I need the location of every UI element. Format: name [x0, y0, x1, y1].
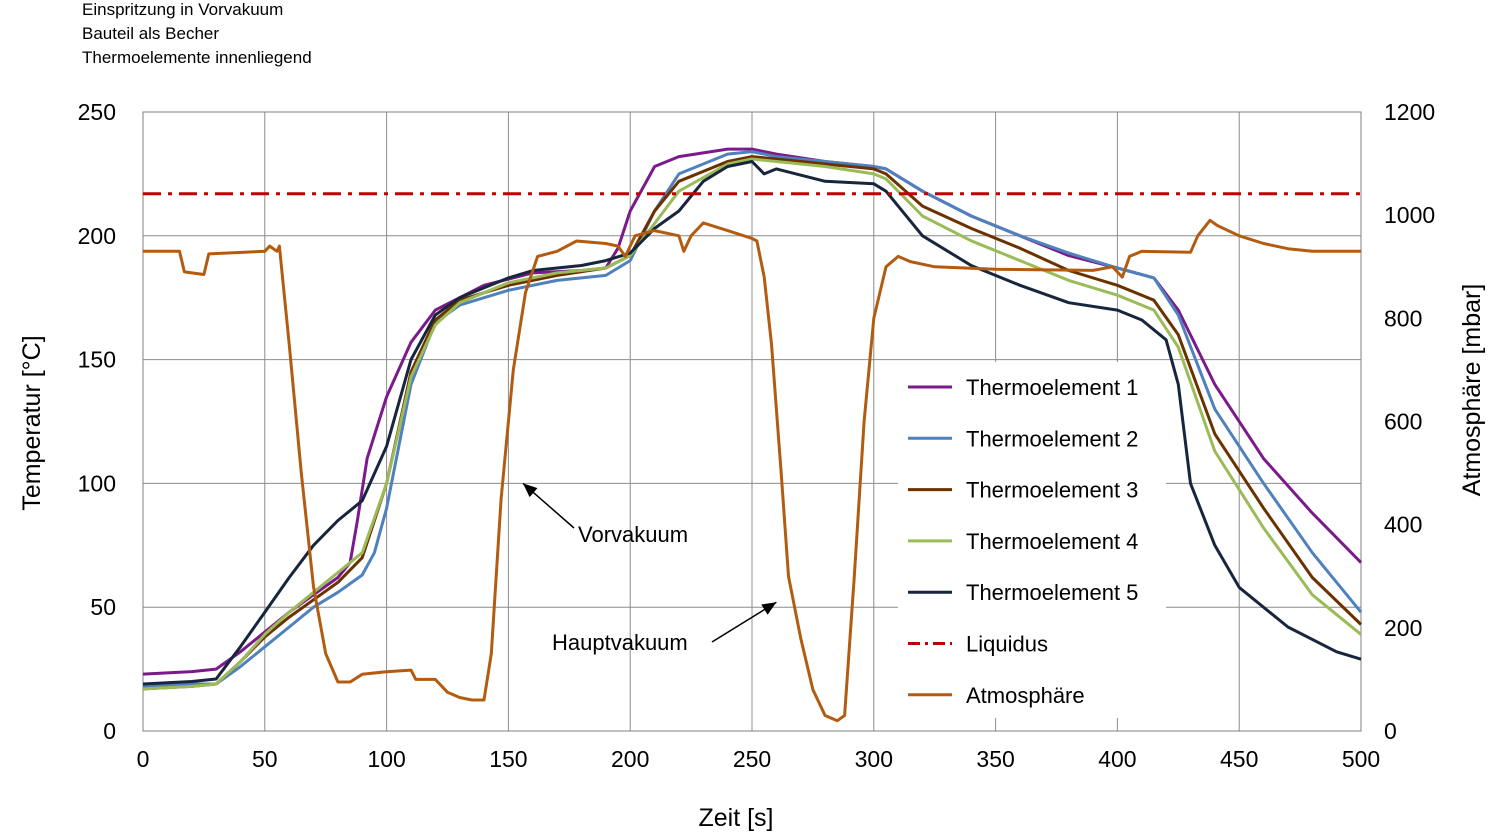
annotation-arrowhead-2 — [761, 602, 777, 615]
y-tick-label: 100 — [78, 470, 116, 496]
y-tick-label: 50 — [90, 594, 116, 620]
series-line-3 — [142, 155, 1363, 691]
y-tick-label: 250 — [78, 99, 116, 125]
y2-tick-label: 1000 — [1384, 202, 1435, 228]
legend-label-4: Thermoelement 4 — [966, 529, 1138, 554]
legend-label-7: Atmosphäre — [966, 683, 1085, 708]
annotations: Vorvakuum Hauptvakuum — [522, 482, 777, 655]
series-line-4 — [142, 157, 1362, 691]
x-tick-label: 50 — [252, 746, 278, 772]
x-tick-label: 350 — [976, 746, 1014, 772]
legend: Thermoelement 1 Thermoelement 2 Thermoelem… — [908, 375, 1138, 708]
x-axis-title: Zeit [s] — [698, 804, 773, 832]
legend-label-6: Liquidus — [966, 632, 1048, 657]
y2-tick-label: 800 — [1384, 305, 1422, 331]
ticks: 0 50 100 150 200 250 300 350 400 450 5000501001502… — [78, 99, 1436, 772]
y2-tick-label: 1200 — [1384, 99, 1435, 125]
x-tick-label: 100 — [367, 746, 405, 772]
annotation-label-1: Vorvakuum — [578, 522, 688, 547]
y-tick-label: 200 — [78, 223, 116, 249]
x-tick-label: 450 — [1220, 746, 1258, 772]
legend-label-1: Thermoelement 1 — [966, 375, 1138, 400]
series-line-5 — [142, 160, 1362, 686]
x-tick-label: 400 — [1098, 746, 1136, 772]
y2-axis-title: Atmosphäre [mbar] — [1458, 284, 1486, 497]
y2-tick-label: 200 — [1384, 615, 1422, 641]
x-tick-label: 200 — [611, 746, 649, 772]
legend-label-5: Thermoelement 5 — [966, 580, 1138, 605]
annotation-label-2: Hauptvakuum — [552, 630, 688, 655]
series-layer — [142, 147, 1363, 723]
x-tick-label: 250 — [733, 746, 771, 772]
y2-tick-label: 400 — [1384, 512, 1422, 538]
note-line-3: Thermoelemente innenliegend — [82, 48, 312, 67]
note-line-1: Einspritzung in Vorvakuum — [82, 0, 284, 19]
legend-label-2: Thermoelement 2 — [966, 426, 1138, 451]
x-tick-label: 300 — [855, 746, 893, 772]
plot-area-border — [142, 111, 1362, 732]
x-tick-label: 150 — [489, 746, 527, 772]
series-line-7 — [143, 218, 1361, 723]
legend-label-3: Thermoelement 3 — [966, 478, 1138, 503]
y-tick-label: 150 — [78, 347, 116, 373]
y-tick-label: 0 — [103, 718, 116, 744]
x-tick-label: 0 — [137, 746, 150, 772]
grid — [143, 112, 1361, 731]
x-tick-label: 500 — [1342, 746, 1380, 772]
note-line-2: Bauteil als Becher — [82, 24, 220, 43]
y2-tick-label: 0 — [1384, 718, 1397, 744]
y-axis-title: Temperatur [°C] — [18, 335, 46, 510]
annotation-arrowhead-1 — [523, 483, 538, 498]
y2-tick-label: 600 — [1384, 409, 1422, 435]
